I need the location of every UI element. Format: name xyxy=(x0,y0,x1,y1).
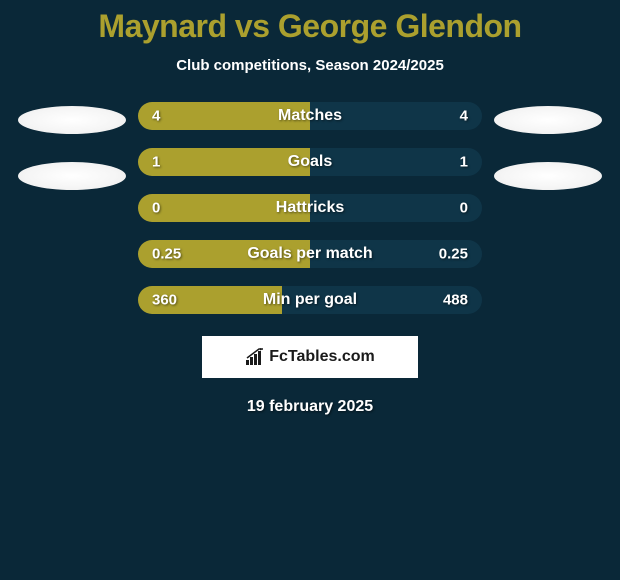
stat-value-right: 0.25 xyxy=(439,246,468,263)
right-avatar-column xyxy=(494,102,602,190)
player-avatar-left-1 xyxy=(18,106,126,134)
date-label: 19 february 2025 xyxy=(0,398,620,416)
bar-left xyxy=(138,148,310,176)
subtitle: Club competitions, Season 2024/2025 xyxy=(0,57,620,74)
comparison-infographic: Maynard vs George Glendon Club competiti… xyxy=(0,0,620,416)
stat-row-hattricks: 0 Hattricks 0 xyxy=(138,194,482,222)
bar-chart-icon xyxy=(245,348,265,366)
player-avatar-right-1 xyxy=(494,106,602,134)
stat-label: Min per goal xyxy=(263,291,357,309)
stat-value-left: 0.25 xyxy=(152,246,181,263)
stat-row-mpg: 360 Min per goal 488 xyxy=(138,286,482,314)
stat-value-left: 360 xyxy=(152,292,177,309)
stat-row-goals: 1 Goals 1 xyxy=(138,148,482,176)
stat-value-right: 1 xyxy=(460,154,468,171)
left-avatar-column xyxy=(18,102,126,190)
page-title: Maynard vs George Glendon xyxy=(0,8,620,45)
stat-value-left: 4 xyxy=(152,108,160,125)
player-avatar-right-2 xyxy=(494,162,602,190)
stat-value-left: 1 xyxy=(152,154,160,171)
stat-label: Goals xyxy=(288,153,332,171)
attribution-text: FcTables.com xyxy=(269,348,375,366)
stat-row-matches: 4 Matches 4 xyxy=(138,102,482,130)
stat-label: Hattricks xyxy=(276,199,344,217)
stat-label: Goals per match xyxy=(247,245,372,263)
stat-bars: 4 Matches 4 1 Goals 1 0 Hattricks 0 xyxy=(138,102,482,314)
stat-value-right: 4 xyxy=(460,108,468,125)
stat-label: Matches xyxy=(278,107,342,125)
stat-value-left: 0 xyxy=(152,200,160,217)
stat-value-right: 488 xyxy=(443,292,468,309)
stat-row-gpm: 0.25 Goals per match 0.25 xyxy=(138,240,482,268)
bar-right xyxy=(310,148,482,176)
stats-area: 4 Matches 4 1 Goals 1 0 Hattricks 0 xyxy=(0,102,620,314)
player-avatar-left-2 xyxy=(18,162,126,190)
stat-value-right: 0 xyxy=(460,200,468,217)
attribution-badge: FcTables.com xyxy=(202,336,418,378)
